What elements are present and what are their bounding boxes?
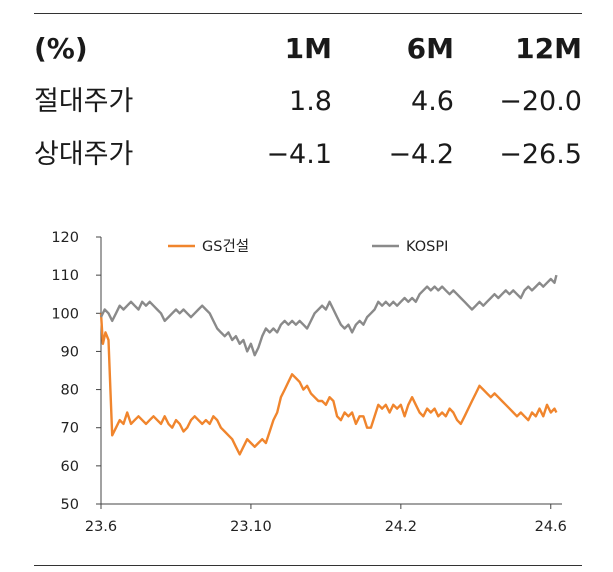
chart-bottom-rule (34, 565, 582, 566)
y-tick-label: 80 (61, 383, 79, 399)
x-axis: 23.6 23.10 24.2 24.6 (85, 503, 567, 535)
table-header-row: (%) 1M 6M 12M (34, 22, 582, 75)
x-tick-label: 24.2 (385, 519, 417, 535)
y-tick-label: 110 (51, 268, 79, 284)
x-tick-label: 23.6 (85, 519, 117, 535)
stock-price-chart: 50 60 70 80 90 100 110 120 23.6 23.10 24.2 24.6 GS… (51, 230, 567, 535)
absolute-6m: 4.6 (411, 86, 454, 117)
y-tick-label: 100 (51, 306, 79, 322)
header-12m: 12M (515, 32, 582, 65)
absolute-1m: 1.8 (289, 86, 332, 117)
relative-6m: −4.2 (388, 139, 454, 170)
x-tick-label: 24.6 (535, 519, 567, 535)
y-tick-label: 60 (61, 459, 79, 475)
y-tick-label: 50 (61, 497, 79, 513)
table-row-absolute: 절대주가 1.8 4.6 −20.0 (34, 75, 582, 128)
y-tick-label: 70 (61, 421, 79, 437)
header-unit: (%) (34, 32, 88, 65)
chart-legend: GS건설 KOSPI (168, 238, 448, 255)
series-line-kospi (99, 274, 558, 357)
absolute-12m: −20.0 (499, 86, 582, 117)
series-line-gs (99, 313, 558, 456)
header-1m: 1M (284, 32, 332, 65)
row-label-absolute: 절대주가 (34, 86, 134, 117)
row-label-relative: 상대주가 (34, 139, 134, 170)
chart-series (99, 274, 558, 456)
x-tick-label: 23.10 (230, 519, 272, 535)
performance-table: (%) 1M 6M 12M 절대주가 1.8 4.6 −20.0 상대주가 −4… (34, 22, 582, 181)
table-row-relative: 상대주가 −4.1 −4.2 −26.5 (34, 128, 582, 181)
header-6m: 6M (406, 32, 454, 65)
relative-1m: −4.1 (266, 139, 332, 170)
legend-label-kospi: KOSPI (406, 239, 448, 255)
relative-12m: −26.5 (499, 139, 582, 170)
legend-label-gs: GS건설 (202, 238, 249, 255)
y-tick-label: 120 (51, 230, 79, 246)
table-top-rule (34, 13, 582, 14)
y-tick-label: 90 (61, 344, 79, 360)
y-axis: 50 60 70 80 90 100 110 120 (51, 230, 102, 513)
